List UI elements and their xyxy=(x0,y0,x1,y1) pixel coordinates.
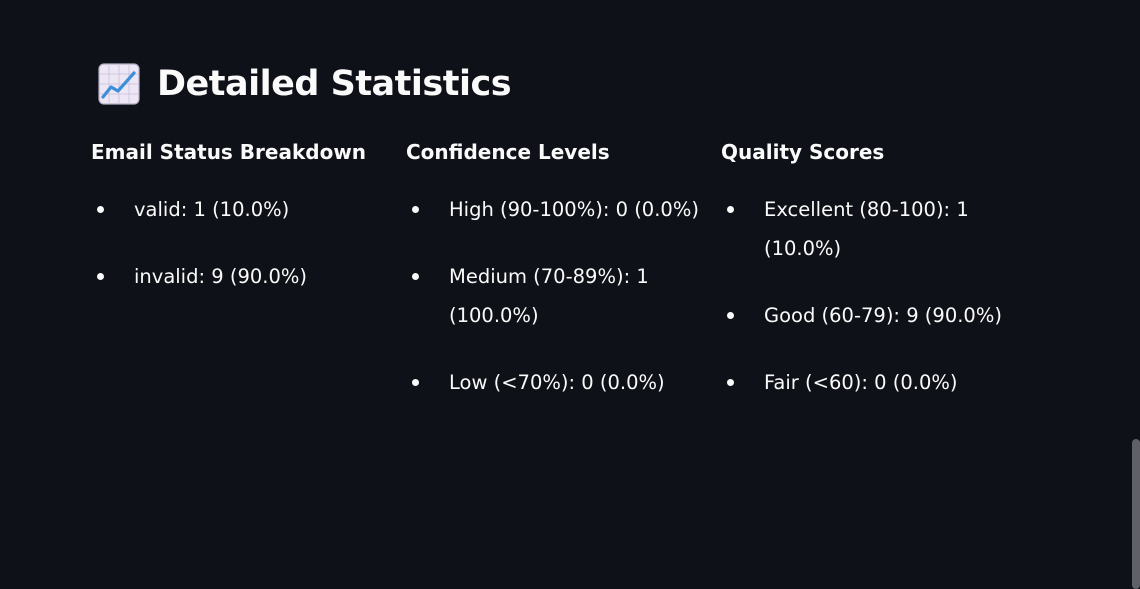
list-item: invalid: 9 (90.0%) xyxy=(91,257,374,296)
confidence-levels-column: Confidence Levels High (90-100%): 0 (0.0… xyxy=(406,136,721,430)
email-status-column: Email Status Breakdown valid: 1 (10.0%) … xyxy=(91,136,406,430)
column-title: Confidence Levels xyxy=(406,140,610,164)
list-item: High (90-100%): 0 (0.0%) xyxy=(406,190,699,229)
list-item: Medium (70-89%): 1 (100.0%) xyxy=(406,257,699,335)
scrollbar-thumb[interactable] xyxy=(1132,439,1140,589)
page-title: Detailed Statistics xyxy=(157,64,512,104)
statistics-columns: Email Status Breakdown valid: 1 (10.0%) … xyxy=(91,136,1036,430)
chart-increasing-icon xyxy=(98,63,140,105)
column-title: Quality Scores xyxy=(721,140,885,164)
quality-scores-list: Excellent (80-100): 1 (10.0%) Good (60-7… xyxy=(721,190,1036,402)
section-header: Detailed Statistics xyxy=(97,60,512,108)
list-item: Low (<70%): 0 (0.0%) xyxy=(406,363,699,402)
quality-scores-column: Quality Scores Excellent (80-100): 1 (10… xyxy=(721,136,1036,430)
list-item: valid: 1 (10.0%) xyxy=(91,190,374,229)
column-title: Email Status Breakdown xyxy=(91,140,367,164)
confidence-levels-list: High (90-100%): 0 (0.0%) Medium (70-89%)… xyxy=(406,190,721,402)
email-status-list: valid: 1 (10.0%) invalid: 9 (90.0%) xyxy=(91,190,406,296)
list-item: Good (60-79): 9 (90.0%) xyxy=(721,296,1004,335)
list-item: Fair (<60): 0 (0.0%) xyxy=(721,363,1004,402)
list-item: Excellent (80-100): 1 (10.0%) xyxy=(721,190,1004,268)
